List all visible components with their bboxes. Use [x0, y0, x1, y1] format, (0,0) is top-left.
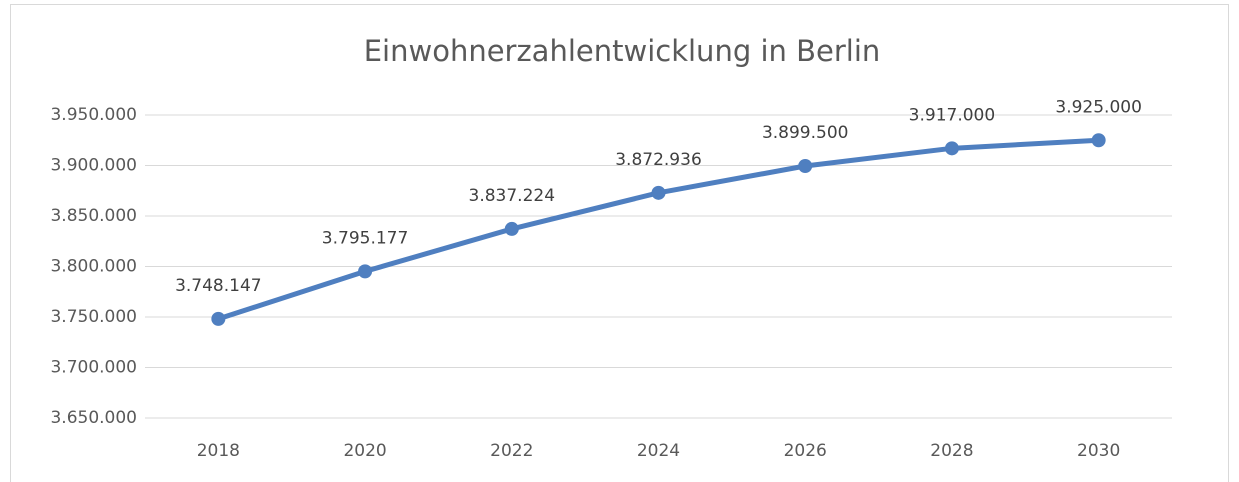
point [651, 185, 666, 200]
data-label: 3.872.936 [615, 150, 702, 170]
y-tick-label: 3.750.000 [50, 307, 137, 327]
y-tick-label: 3.800.000 [50, 257, 137, 277]
x-tick-label: 2024 [637, 441, 680, 461]
y-tick-label: 3.900.000 [50, 156, 137, 176]
point [358, 264, 373, 279]
chart-title: Einwohnerzahlentwicklung in Berlin [364, 34, 881, 68]
point [1091, 133, 1106, 148]
data-label: 3.795.177 [322, 228, 409, 248]
x-tick-label: 2028 [930, 441, 973, 461]
y-tick-label: 3.700.000 [50, 358, 137, 378]
x-tick-label: 2022 [490, 441, 533, 461]
data-label: 3.899.500 [762, 123, 849, 143]
y-tick-label: 3.950.000 [50, 105, 137, 125]
x-tick-label: 2026 [784, 441, 827, 461]
data-label: 3.748.147 [175, 276, 262, 296]
data-label: 3.925.000 [1055, 97, 1142, 117]
data-label: 3.837.224 [469, 186, 556, 206]
x-tick-label: 2030 [1077, 441, 1120, 461]
x-tick-label: 2020 [343, 441, 386, 461]
point [798, 159, 813, 174]
point [944, 141, 959, 156]
data-label: 3.917.000 [909, 105, 996, 125]
chart-border [10, 4, 1229, 482]
point [504, 221, 519, 236]
point [211, 311, 226, 326]
y-tick-label: 3.650.000 [50, 408, 137, 428]
y-tick-label: 3.850.000 [50, 206, 137, 226]
x-tick-label: 2018 [197, 441, 240, 461]
